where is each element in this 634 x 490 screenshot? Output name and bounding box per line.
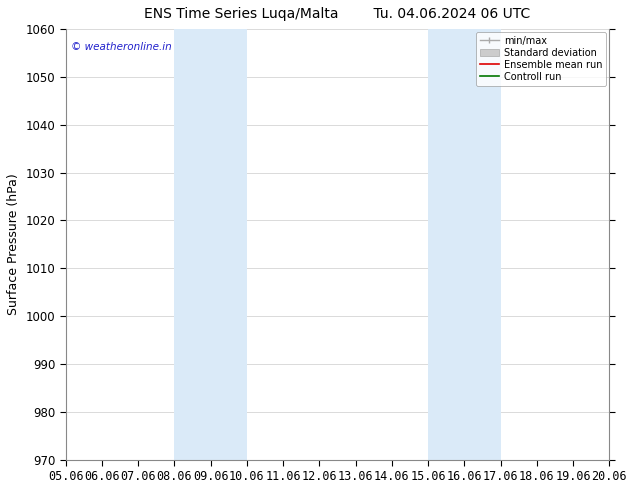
Title: ENS Time Series Luqa/Malta        Tu. 04.06.2024 06 UTC: ENS Time Series Luqa/Malta Tu. 04.06.202… xyxy=(145,7,531,21)
Y-axis label: Surface Pressure (hPa): Surface Pressure (hPa) xyxy=(7,173,20,315)
Bar xyxy=(428,29,500,460)
Legend: min/max, Standard deviation, Ensemble mean run, Controll run: min/max, Standard deviation, Ensemble me… xyxy=(476,32,606,86)
Bar xyxy=(174,29,247,460)
Text: © weatheronline.in: © weatheronline.in xyxy=(71,42,172,52)
